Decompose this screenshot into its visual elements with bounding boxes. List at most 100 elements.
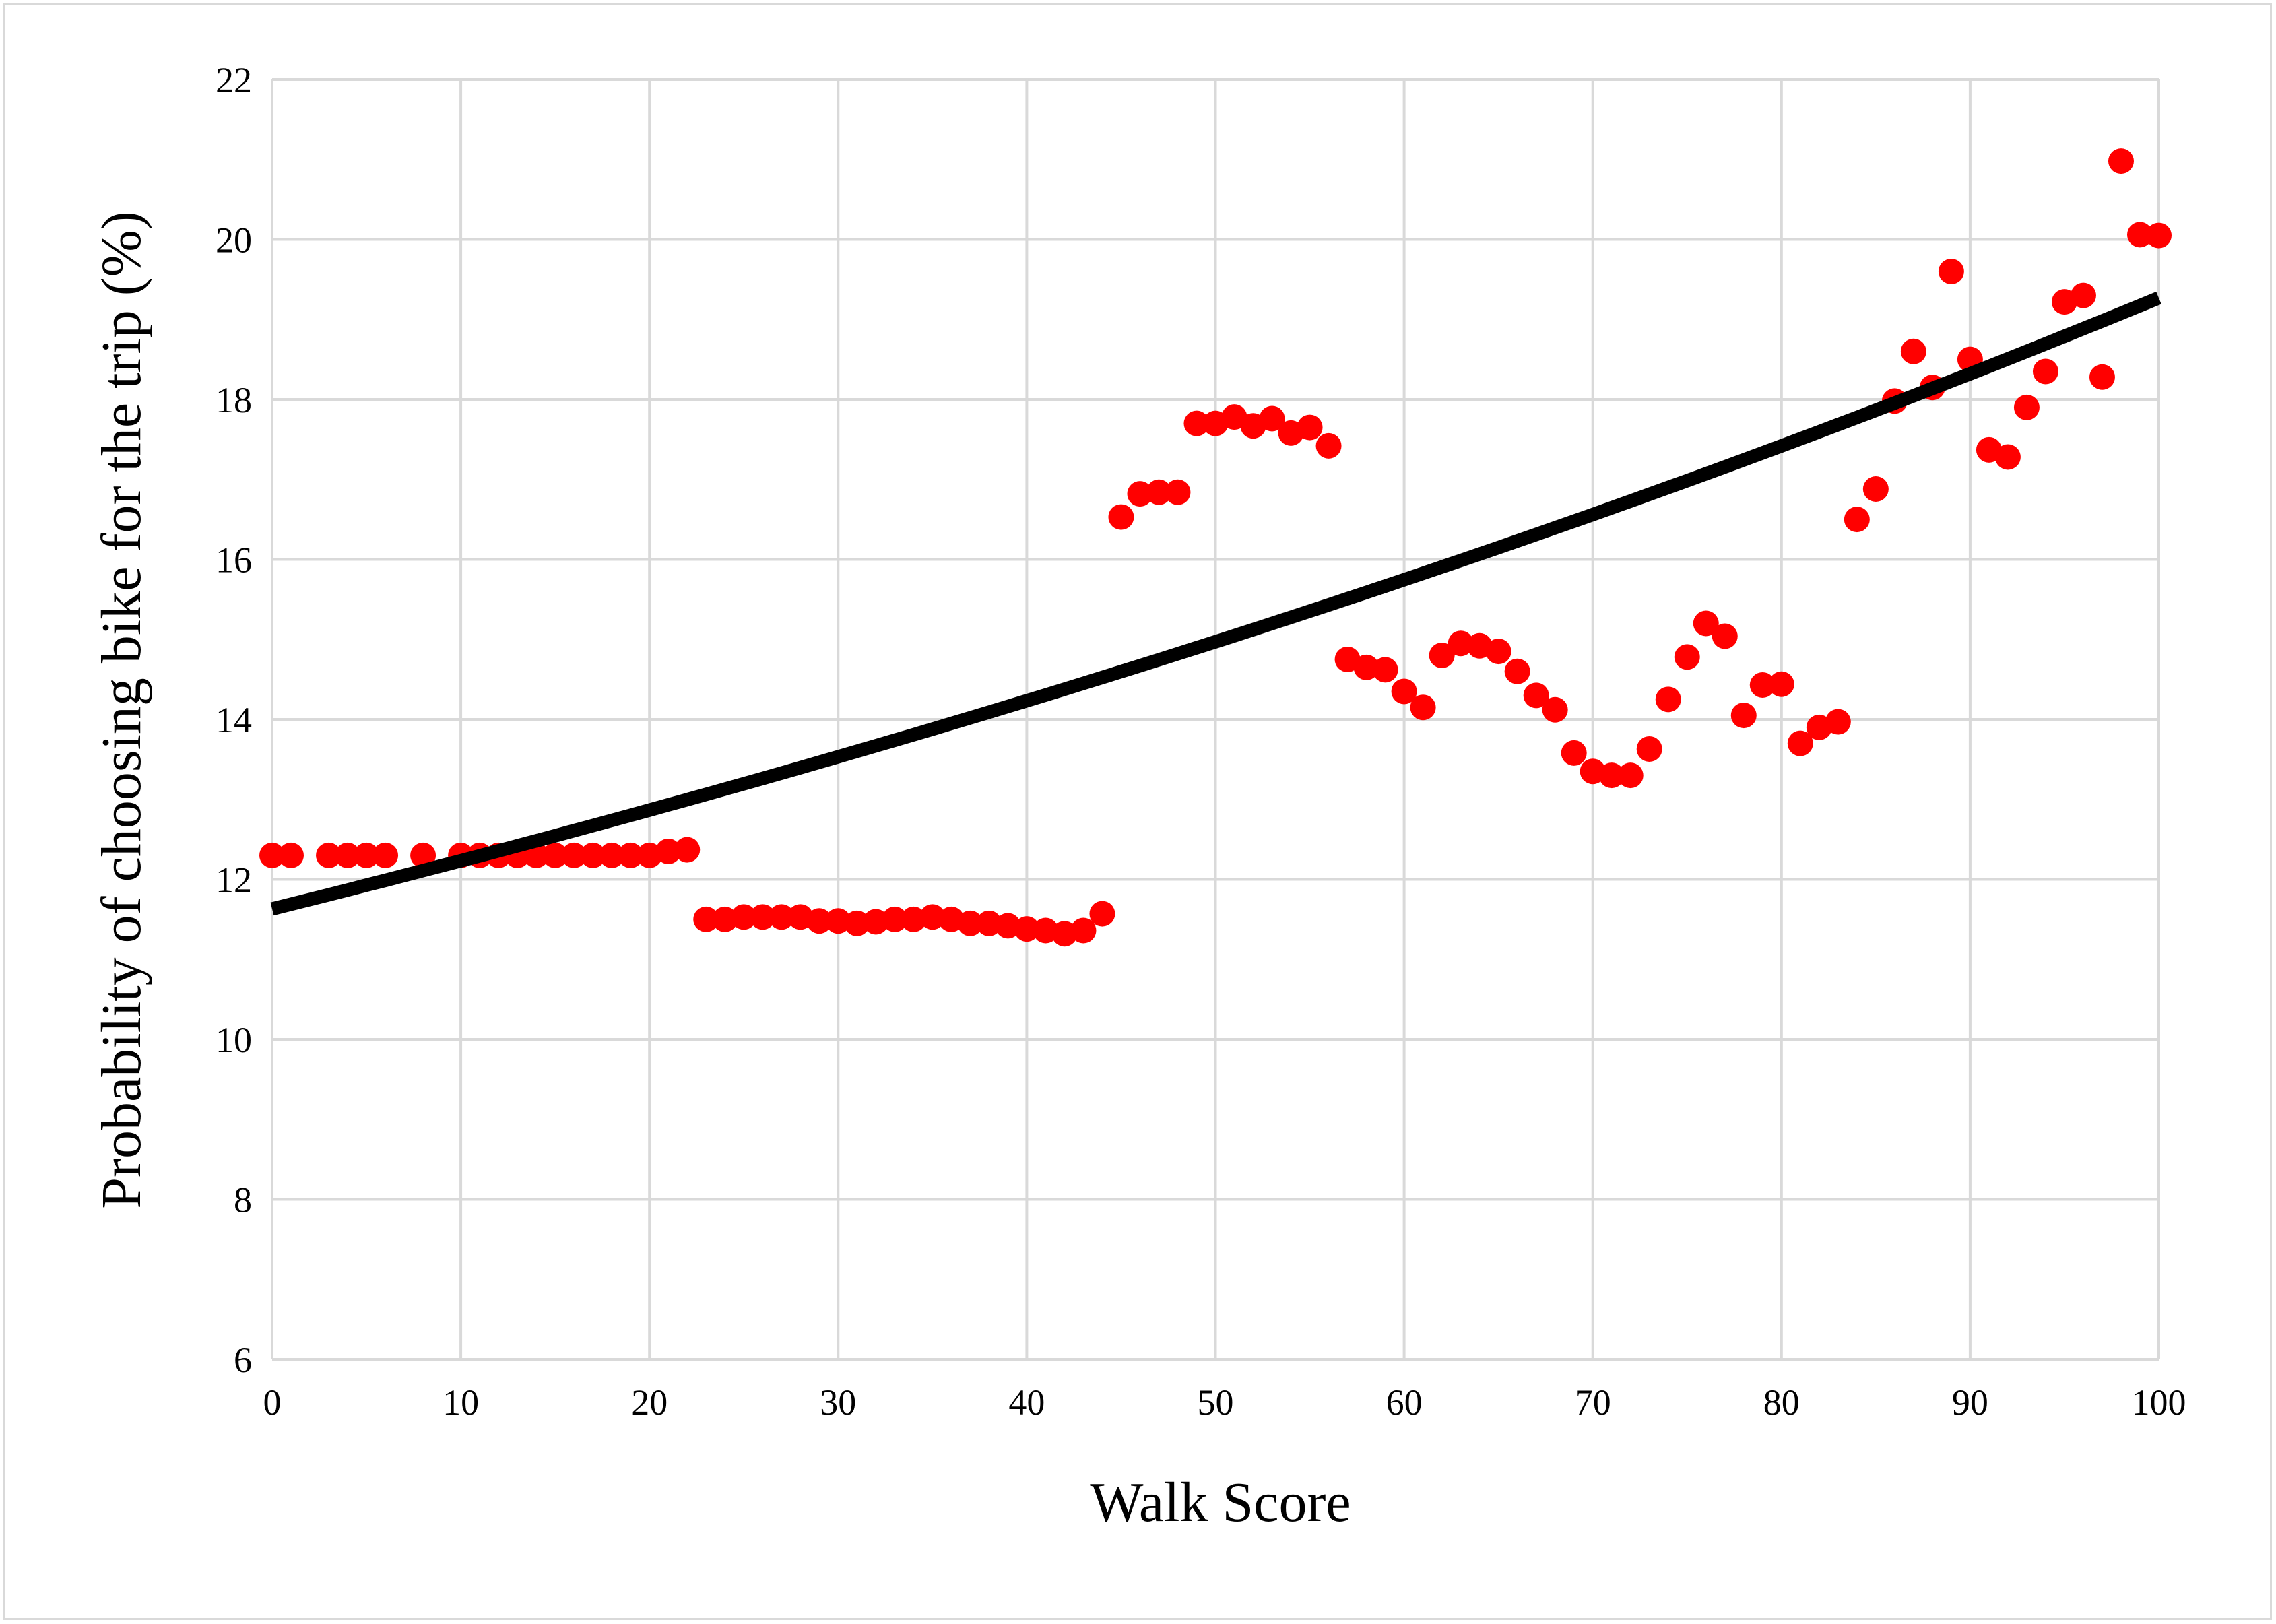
data-point <box>316 842 342 868</box>
data-point <box>1712 623 1738 649</box>
data-point <box>2089 364 2115 390</box>
data-point <box>1693 610 1719 637</box>
data-point <box>278 842 304 868</box>
data-point <box>335 842 361 868</box>
y-tick-label: 18 <box>216 380 252 420</box>
x-tick-label: 80 <box>1763 1382 1800 1423</box>
x-tick-label: 10 <box>443 1382 479 1423</box>
data-point <box>1900 338 1926 364</box>
data-point <box>372 842 399 868</box>
x-tick-label: 100 <box>2132 1382 2186 1423</box>
data-point <box>1504 658 1530 684</box>
x-tick-label: 70 <box>1575 1382 1611 1423</box>
data-point <box>599 842 625 868</box>
data-point <box>825 908 851 934</box>
y-tick-label: 10 <box>216 1020 252 1060</box>
data-point <box>806 908 833 934</box>
x-tick-label: 50 <box>1198 1382 1234 1423</box>
x-tick-label: 0 <box>263 1382 282 1423</box>
data-point <box>2070 282 2096 308</box>
data-point <box>1353 654 1379 680</box>
data-point <box>1674 644 1700 670</box>
data-point <box>561 842 587 868</box>
data-point <box>1749 672 1776 698</box>
data-point <box>1768 671 1794 697</box>
data-point <box>1787 730 1813 756</box>
data-point <box>769 904 795 930</box>
x-tick-label: 40 <box>1008 1382 1045 1423</box>
data-point <box>976 910 1002 936</box>
data-point <box>542 842 568 868</box>
data-point <box>1033 917 1059 944</box>
data-point <box>580 842 606 868</box>
data-point <box>995 913 1021 939</box>
data-point <box>1146 479 1172 505</box>
data-point <box>1391 678 1417 705</box>
data-point <box>1844 507 1870 533</box>
data-point <box>712 906 738 932</box>
data-point <box>1542 696 1568 723</box>
data-point <box>1410 694 1436 721</box>
data-point <box>1127 481 1153 507</box>
gridlines <box>271 78 2160 1361</box>
x-tick-label: 60 <box>1386 1382 1423 1423</box>
data-point <box>863 909 889 935</box>
data-point <box>693 906 719 932</box>
data-point <box>919 904 946 930</box>
y-tick-label: 22 <box>216 60 252 100</box>
x-tick-label: 90 <box>1952 1382 1988 1423</box>
data-point <box>2126 222 2153 248</box>
x-tick-labels: 0 10 20 30 40 50 60 70 80 90 100 <box>263 1382 2186 1423</box>
data-point <box>750 904 776 930</box>
data-point <box>1108 504 1134 530</box>
data-point <box>1617 762 1644 789</box>
data-point <box>2013 394 2040 420</box>
data-point <box>1598 762 1625 789</box>
trendline <box>270 291 2161 916</box>
data-point <box>1994 444 2021 470</box>
x-axis-title: Walk Score <box>1090 1471 1351 1534</box>
data-points <box>259 148 2172 947</box>
data-point <box>2108 148 2134 174</box>
y-tick-label: 12 <box>216 860 252 901</box>
data-point <box>1051 921 1078 947</box>
data-point <box>844 910 870 936</box>
data-point <box>901 906 927 932</box>
data-point <box>354 842 380 868</box>
y-tick-label: 8 <box>234 1180 252 1221</box>
data-point <box>618 842 644 868</box>
data-point <box>1825 709 1851 735</box>
data-point <box>1938 259 1964 284</box>
data-point <box>1448 630 1474 657</box>
data-point <box>2032 358 2058 385</box>
data-point <box>259 842 285 868</box>
data-point <box>1730 703 1757 729</box>
data-point <box>1523 682 1549 709</box>
data-point <box>957 910 983 936</box>
data-point <box>1561 740 1587 766</box>
x-tick-label: 30 <box>820 1382 856 1423</box>
data-point <box>1297 414 1323 441</box>
data-point <box>1429 643 1455 668</box>
data-point <box>882 906 908 932</box>
data-point <box>2146 222 2172 249</box>
data-point <box>731 904 757 930</box>
data-point <box>1655 686 1681 713</box>
data-point <box>1165 479 1191 505</box>
data-point <box>1089 901 1115 927</box>
data-point <box>1183 410 1210 436</box>
data-point <box>674 837 701 863</box>
chart-frame <box>3 3 2272 1620</box>
data-point <box>1070 917 1097 944</box>
x-tick-label: 20 <box>631 1382 668 1423</box>
data-point <box>1485 639 1511 665</box>
data-point <box>410 842 436 868</box>
y-tick-labels: 6 8 10 12 14 16 18 20 22 <box>216 60 252 1380</box>
y-axis-title: Probability of choosing bike for the tri… <box>90 211 153 1208</box>
y-tick-label: 6 <box>234 1340 252 1380</box>
data-point <box>1014 916 1040 942</box>
data-point <box>1862 476 1889 502</box>
data-point <box>1259 405 1285 432</box>
data-point <box>1315 432 1342 459</box>
